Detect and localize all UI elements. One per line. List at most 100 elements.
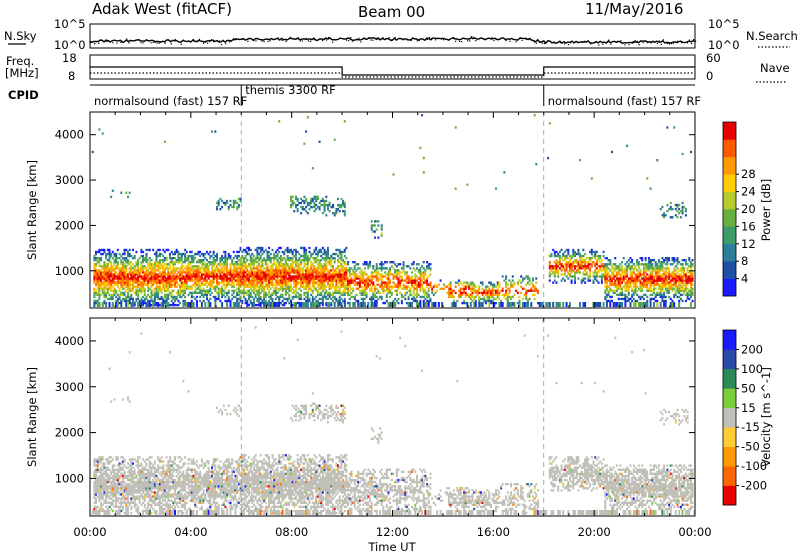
range-cell bbox=[558, 263, 561, 266]
range-cell bbox=[631, 275, 634, 278]
range-cell bbox=[167, 283, 170, 286]
range-cell bbox=[187, 277, 190, 280]
range-cell bbox=[152, 263, 155, 266]
range-cell bbox=[256, 271, 259, 274]
range-cell bbox=[647, 289, 650, 292]
range-cell bbox=[254, 283, 257, 286]
range-cell bbox=[301, 267, 304, 270]
range-cell bbox=[165, 299, 168, 303]
range-cell bbox=[646, 287, 649, 290]
range-cell bbox=[241, 267, 244, 270]
range-cell bbox=[360, 269, 363, 272]
range-cell bbox=[508, 295, 511, 299]
range-cell bbox=[231, 275, 234, 278]
range-cell bbox=[315, 295, 318, 299]
range-cell bbox=[118, 279, 121, 282]
range-cell bbox=[295, 289, 297, 292]
range-cell bbox=[273, 291, 276, 295]
range-cell bbox=[619, 285, 622, 288]
range-cell bbox=[505, 289, 508, 292]
range-cell bbox=[98, 261, 101, 264]
range-cell bbox=[219, 275, 222, 278]
range-cell bbox=[619, 287, 622, 290]
range-cell bbox=[579, 259, 581, 262]
range-cell bbox=[133, 267, 136, 270]
range-cell bbox=[192, 283, 195, 286]
range-cell bbox=[611, 273, 613, 276]
range-cell bbox=[617, 273, 620, 276]
range-cell bbox=[358, 289, 361, 292]
range-cell bbox=[217, 289, 220, 292]
nsearch-point bbox=[473, 36, 475, 39]
range-cell bbox=[392, 281, 395, 284]
range-cell bbox=[330, 279, 333, 282]
range-cell bbox=[118, 277, 121, 280]
range-cell bbox=[155, 277, 158, 280]
range-cell bbox=[142, 277, 145, 280]
range-cell bbox=[666, 283, 669, 286]
range-cell bbox=[335, 281, 338, 284]
range-cell bbox=[673, 267, 676, 270]
range-cell bbox=[587, 277, 590, 280]
range-cell bbox=[288, 295, 291, 299]
range-cell bbox=[157, 267, 160, 270]
range-cell bbox=[363, 283, 366, 286]
range-cell bbox=[288, 257, 291, 260]
range-cell bbox=[227, 254, 230, 258]
range-cell bbox=[150, 291, 153, 295]
range-cell bbox=[157, 287, 160, 290]
range-cell bbox=[387, 273, 390, 276]
range-cell bbox=[288, 297, 291, 301]
range-cell bbox=[169, 291, 171, 295]
range-cell bbox=[234, 271, 237, 274]
range-cell bbox=[424, 279, 427, 282]
range-cell bbox=[127, 273, 129, 276]
range-cell bbox=[269, 293, 272, 297]
nsearch-point bbox=[590, 43, 592, 45]
range-cell bbox=[147, 279, 150, 282]
range-cell bbox=[239, 291, 242, 295]
range-cell bbox=[611, 279, 613, 282]
range-cell bbox=[390, 291, 393, 295]
range-cell bbox=[594, 263, 597, 266]
range-cell bbox=[394, 263, 397, 266]
range-cell bbox=[105, 295, 108, 299]
range-cell bbox=[653, 275, 655, 278]
range-cell bbox=[666, 289, 669, 292]
range-cell bbox=[552, 271, 555, 274]
range-cell bbox=[140, 248, 143, 252]
range-cell bbox=[170, 285, 173, 288]
range-cell bbox=[163, 140, 166, 143]
range-cell bbox=[98, 295, 101, 299]
range-cell bbox=[617, 293, 620, 297]
range-cell bbox=[192, 254, 195, 258]
range-cell bbox=[152, 283, 155, 286]
range-cell bbox=[516, 301, 519, 305]
range-cell bbox=[313, 267, 316, 270]
range-cell bbox=[96, 277, 99, 280]
range-cell bbox=[348, 283, 351, 286]
range-cell bbox=[592, 281, 595, 284]
nsearch-point bbox=[325, 39, 328, 41]
range-cell bbox=[609, 295, 612, 299]
range-cell bbox=[236, 275, 239, 278]
range-cell bbox=[300, 279, 303, 282]
range-cell bbox=[219, 265, 222, 268]
range-cell bbox=[175, 259, 178, 262]
range-cell bbox=[666, 275, 669, 278]
range-cell bbox=[184, 289, 187, 292]
range-cell bbox=[464, 291, 467, 295]
range-cell bbox=[621, 281, 624, 284]
range-cell bbox=[372, 291, 375, 295]
range-cell bbox=[656, 267, 659, 270]
range-cell bbox=[300, 281, 303, 284]
range-cell bbox=[106, 267, 109, 270]
nsearch-point bbox=[142, 42, 144, 44]
range-cell bbox=[95, 275, 97, 278]
range-cell bbox=[152, 281, 155, 284]
range-cell bbox=[153, 261, 156, 264]
range-cell bbox=[525, 275, 528, 278]
range-cell bbox=[589, 267, 592, 270]
range-cell bbox=[567, 248, 570, 252]
range-cell bbox=[612, 291, 615, 295]
